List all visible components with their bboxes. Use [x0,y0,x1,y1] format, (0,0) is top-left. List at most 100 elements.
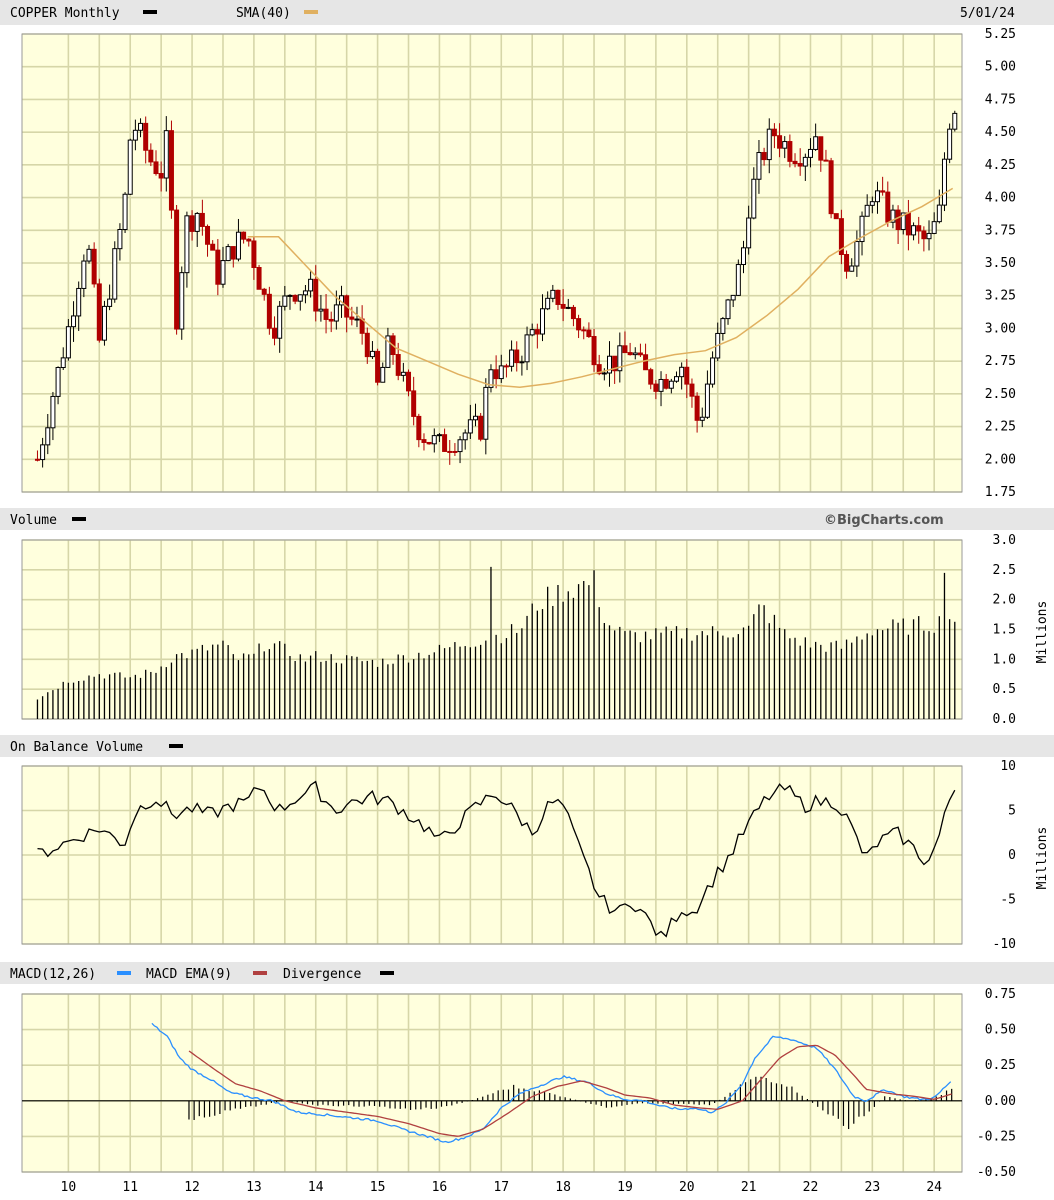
price-y-tick: 2.25 [985,420,1016,435]
price-candle-body [251,240,257,268]
price-candle-body [905,212,911,236]
macd-y-tick: 0.50 [985,1023,1016,1038]
price-y-tick: 4.00 [985,191,1016,206]
price-candle-body [256,266,262,290]
price-candle-body [411,390,417,417]
price-candle-body [199,212,205,227]
price-candle-body [550,289,556,299]
price-candle-body [50,395,56,429]
price-candle-body [246,238,252,242]
price-candle-body [601,372,607,375]
x-axis: 10 11 12 13 14 15 16 17 18 19 20 21 22 23 24 [61,1180,943,1195]
price-candle-body [215,249,221,285]
price-candle-body [148,149,154,163]
price-candle-body [916,225,922,232]
macd-header-bar [0,962,1054,984]
price-candle-body [385,335,391,368]
price-candle-body [756,152,762,180]
symbol-label: COPPER Monthly [10,6,120,21]
obv-y-tick: -5 [1000,893,1016,908]
price-candle-body [210,243,216,251]
price-candle-body [627,352,633,356]
price-candle-body [895,209,901,230]
price-candle-body [81,260,87,289]
price-candle-body [648,369,654,385]
price-candle-body [241,231,247,240]
price-candle-body [885,191,891,223]
price-candle-body [297,294,303,302]
price-candle-body [302,290,308,296]
macd-y-tick: 0.75 [985,987,1016,1002]
price-candle-body [380,366,386,383]
price-candle-body [117,229,123,250]
price-candle-body [91,248,97,285]
price-candle-body [442,434,448,452]
price-candle-body [45,427,51,446]
price-candle-body [586,329,592,338]
price-candle-body [153,161,159,175]
price-candle-body [426,441,432,445]
price-candle-body [503,365,509,368]
obv-frame [21,765,963,945]
x-tick-label: 16 [432,1180,448,1195]
volume-header-bar [0,508,1054,530]
price-candle-body [96,283,102,341]
chart-date: 5/01/24 [960,6,1015,21]
price-candle-body [797,163,803,167]
price-candle-body [519,361,525,364]
price-candle-body [673,376,679,382]
price-candle-body [529,329,535,336]
price-candle-body [493,369,499,380]
price-candle-body [349,316,355,320]
price-candle-body [838,218,844,256]
price-candle-body [509,349,515,367]
obv-y-tick: 5 [1008,804,1016,819]
x-tick-label: 11 [122,1180,138,1195]
price-candle-body [101,305,107,341]
price-candle-body [132,129,138,141]
volume-panel: 3.0 2.5 2.0 1.5 1.0 0.5 0.0 [21,533,1016,727]
price-candle-body [890,209,896,223]
price-candle-body [823,159,829,162]
price-candle-body [828,160,834,215]
price-candle-body [205,225,211,245]
price-candle-body [751,178,757,219]
price-candle-body [746,217,752,249]
price-candle-body [400,371,406,376]
macd-legend-swatch [117,971,131,975]
price-candle-body [364,332,370,358]
macd-y-tick: 0.00 [985,1094,1016,1109]
price-candle-body [447,450,453,453]
macd-y-tick: -0.25 [977,1129,1016,1144]
x-tick-label: 14 [308,1180,324,1195]
price-candle-body [184,215,190,274]
price-candle-body [607,355,612,374]
price-candle-body [787,141,793,162]
price-y-tick: 4.50 [985,125,1016,140]
x-tick-label: 21 [741,1180,757,1195]
price-candle-body [127,139,133,195]
price-candle-body [189,215,195,232]
price-candle-body [467,419,473,434]
macd-plot-area [22,994,962,1172]
price-candle-body [112,248,118,300]
price-candle-body [637,352,643,356]
obv-panel: 10 5 0 -5 -10 [21,759,1016,952]
price-candle-body [452,450,458,453]
obv-unit-label: Millions [1035,827,1050,890]
price-candle-body [802,156,808,167]
volume-legend-swatch [72,517,86,521]
price-candle-body [540,308,546,335]
obv-legend-swatch [169,744,183,748]
price-candle-body [287,294,293,297]
x-tick-label: 15 [370,1180,386,1195]
price-candle-body [555,289,561,305]
volume-y-tick: 0.5 [993,682,1016,697]
price-candle-body [473,415,479,421]
price-candle-body [333,304,339,322]
x-tick-label: 10 [61,1180,77,1195]
price-candle-body [617,345,623,372]
macd-panel: 0.75 0.50 0.25 0.00 -0.25 -0.50 [21,987,1016,1180]
price-candle-body [457,439,463,453]
x-tick-label: 13 [246,1180,262,1195]
